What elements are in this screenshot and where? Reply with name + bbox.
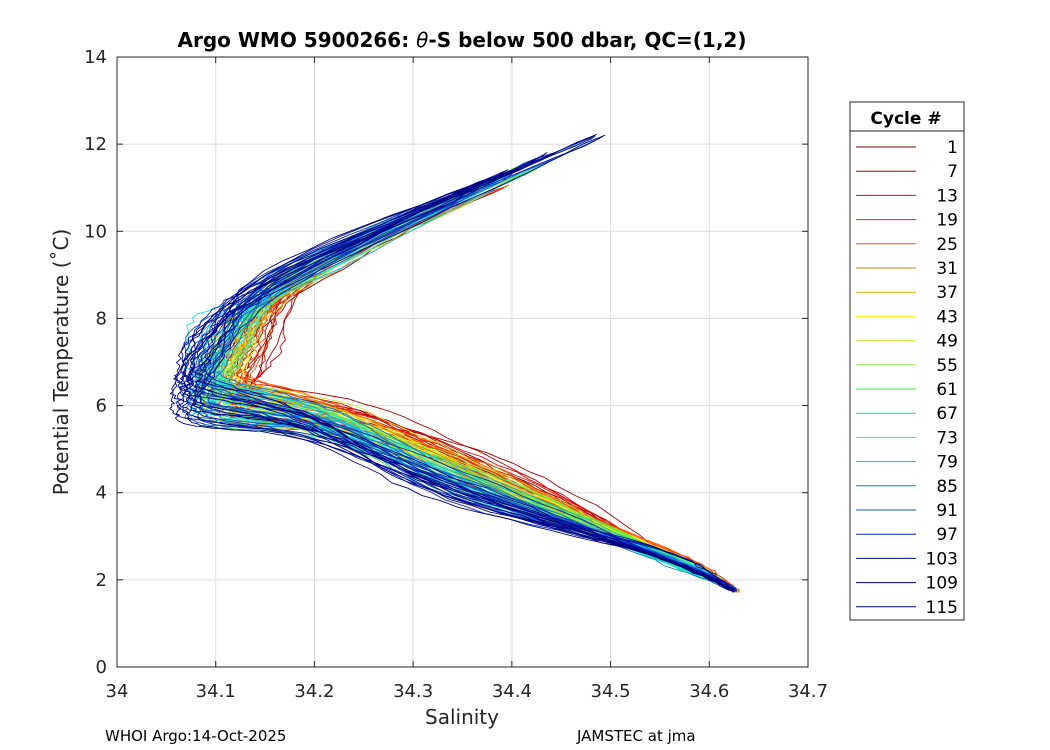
legend-items: 1 7 13 19 25 31 37 43 49 55 61 67 73 79 85 91 97 103 109 11… — [856, 138, 958, 618]
y-axis-ticks: 0 2 4 6 8 10 12 14 — [84, 47, 808, 678]
x-axis-ticks: 34 34.1 34.2 34.3 34.4 34.5 34.6 34.7 — [106, 57, 828, 702]
profile-curve — [169, 187, 734, 590]
profile-curve — [201, 153, 734, 592]
profile-curve — [181, 137, 737, 590]
y-tick-label: 4 — [96, 483, 107, 504]
profile-curve — [185, 133, 735, 593]
y-tick-label: 10 — [84, 221, 107, 242]
profile-curve — [184, 186, 735, 591]
profile-curve — [198, 136, 734, 593]
x-tick-label: 34.7 — [788, 681, 828, 702]
legend-entry: 73 — [936, 428, 958, 448]
chart-title: Argo WMO 5900266: θ-S below 500 dbar, QC… — [178, 28, 747, 52]
profile-curve — [197, 188, 738, 592]
footer-left: WHOI Argo:14-Oct-2025 — [105, 727, 286, 745]
x-tick-label: 34.1 — [196, 681, 236, 702]
legend-entry: 79 — [936, 453, 958, 473]
y-tick-label: 14 — [84, 47, 107, 68]
legend-entry: 55 — [936, 356, 958, 376]
legend-entry: 37 — [936, 283, 958, 303]
legend: Cycle # 1 7 13 19 25 31 37 43 49 55 61 67 73 79 85 91 97… — [849, 101, 965, 621]
footer-right: JAMSTEC at jma — [576, 727, 696, 745]
profile-curve — [176, 187, 734, 592]
legend-entry: 43 — [936, 307, 958, 327]
y-tick-label: 8 — [96, 308, 107, 329]
legend-entry: 115 — [926, 598, 958, 618]
legend-entry: 103 — [926, 549, 958, 569]
data-curves — [169, 133, 740, 593]
legend-entry: 7 — [947, 162, 958, 182]
legend-entry: 19 — [936, 211, 958, 231]
title-prefix: Argo WMO 5900266: — [178, 28, 417, 52]
y-axis-label: Potential Temperature (˚C) — [49, 229, 73, 496]
y-tick-label: 6 — [96, 396, 107, 417]
legend-entry: 85 — [936, 477, 958, 497]
legend-title: Cycle # — [870, 109, 941, 129]
x-tick-label: 34.3 — [393, 681, 433, 702]
x-tick-label: 34.5 — [591, 681, 631, 702]
x-tick-label: 34 — [106, 681, 129, 702]
y-tick-label: 12 — [84, 134, 107, 155]
legend-entry: 49 — [936, 332, 958, 352]
y-tick-label: 0 — [96, 657, 107, 678]
profile-curve — [192, 168, 735, 591]
profile-curve — [182, 169, 735, 592]
legend-entry: 31 — [936, 259, 958, 279]
profile-curve — [186, 151, 735, 592]
x-tick-label: 34.6 — [689, 681, 729, 702]
x-axis-label: Salinity — [425, 705, 499, 729]
profile-curve — [180, 152, 735, 591]
title-theta: θ — [416, 28, 428, 52]
title-suffix: -S below 500 dbar, QC=(1,2) — [428, 28, 746, 52]
legend-entry: 25 — [936, 235, 958, 255]
legend-entry: 1 — [947, 138, 958, 158]
plot-frame — [116, 56, 809, 668]
legend-entry: 91 — [936, 501, 958, 521]
legend-entry: 13 — [936, 186, 958, 206]
x-tick-label: 34.2 — [294, 681, 334, 702]
legend-entry: 109 — [926, 574, 958, 594]
profile-curve — [177, 134, 735, 593]
x-tick-label: 34.4 — [492, 681, 532, 702]
y-tick-label: 2 — [96, 570, 107, 591]
legend-box — [849, 101, 965, 621]
legend-entry: 97 — [936, 525, 958, 545]
legend-entry: 61 — [936, 380, 958, 400]
legend-entry: 67 — [936, 404, 958, 424]
